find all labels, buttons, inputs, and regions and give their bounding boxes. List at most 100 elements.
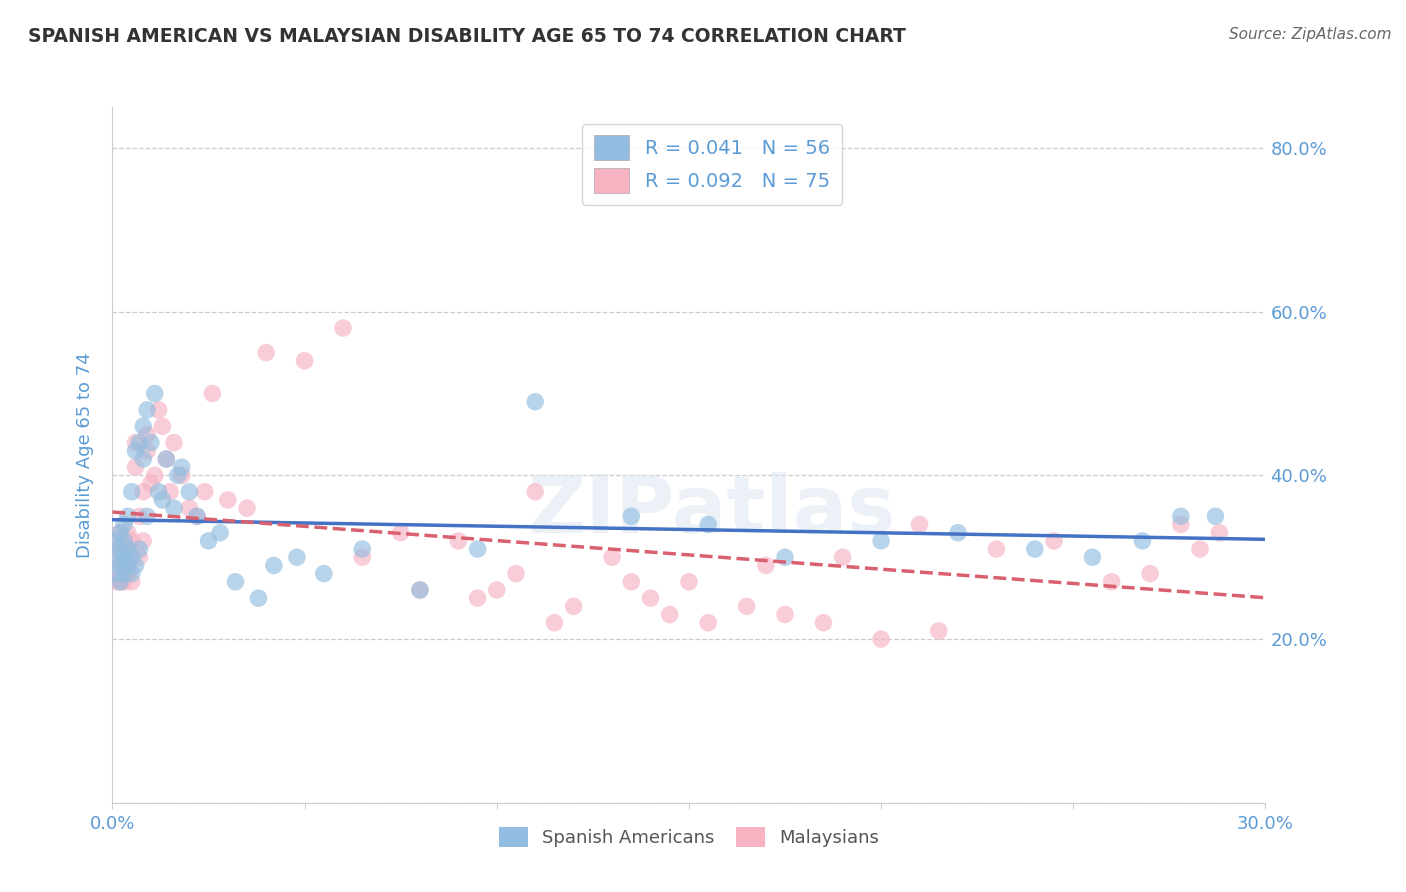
Point bbox=[112, 574, 135, 589]
Point bbox=[543, 615, 565, 630]
Text: SPANISH AMERICAN VS MALAYSIAN DISABILITY AGE 65 TO 74 CORRELATION CHART: SPANISH AMERICAN VS MALAYSIAN DISABILITY… bbox=[28, 27, 905, 45]
Point bbox=[217, 492, 239, 507]
Point bbox=[447, 533, 470, 548]
Point bbox=[105, 566, 128, 581]
Point bbox=[409, 582, 432, 597]
Point bbox=[505, 566, 527, 581]
Point bbox=[163, 501, 186, 516]
Point bbox=[136, 427, 159, 442]
Point bbox=[1043, 533, 1066, 548]
Point bbox=[332, 321, 354, 335]
Point bbox=[409, 582, 432, 597]
Point bbox=[108, 542, 131, 557]
Point bbox=[105, 566, 128, 581]
Text: Source: ZipAtlas.com: Source: ZipAtlas.com bbox=[1229, 27, 1392, 42]
Point bbox=[159, 484, 181, 499]
Point bbox=[139, 476, 162, 491]
Point bbox=[121, 550, 143, 565]
Point bbox=[112, 566, 135, 581]
Point bbox=[1208, 525, 1230, 540]
Point bbox=[467, 542, 489, 557]
Point bbox=[1170, 517, 1192, 532]
Point bbox=[112, 550, 135, 565]
Point bbox=[128, 542, 150, 557]
Point bbox=[194, 484, 217, 499]
Point bbox=[136, 443, 159, 458]
Point bbox=[108, 525, 131, 540]
Point bbox=[124, 558, 146, 573]
Point bbox=[236, 501, 259, 516]
Point bbox=[946, 525, 969, 540]
Point bbox=[136, 509, 159, 524]
Point bbox=[524, 394, 547, 409]
Point bbox=[908, 517, 931, 532]
Point bbox=[209, 525, 232, 540]
Text: ZIPatlas: ZIPatlas bbox=[527, 472, 896, 549]
Point bbox=[658, 607, 681, 622]
Point bbox=[773, 550, 796, 565]
Point bbox=[132, 484, 155, 499]
Point bbox=[1132, 533, 1154, 548]
Point bbox=[117, 558, 139, 573]
Point bbox=[224, 574, 246, 589]
Point bbox=[112, 533, 135, 548]
Point bbox=[163, 435, 186, 450]
Point bbox=[813, 615, 835, 630]
Point bbox=[121, 574, 143, 589]
Point bbox=[124, 460, 146, 475]
Point bbox=[352, 550, 374, 565]
Point bbox=[117, 509, 139, 524]
Point bbox=[117, 542, 139, 557]
Point bbox=[139, 435, 162, 450]
Point bbox=[136, 403, 159, 417]
Point bbox=[678, 574, 700, 589]
Point bbox=[121, 550, 143, 565]
Point bbox=[870, 533, 893, 548]
Point bbox=[117, 542, 139, 557]
Point bbox=[117, 566, 139, 581]
Point bbox=[755, 558, 778, 573]
Point bbox=[1101, 574, 1123, 589]
Point bbox=[697, 615, 720, 630]
Point bbox=[121, 484, 143, 499]
Point bbox=[352, 542, 374, 557]
Point bbox=[128, 435, 150, 450]
Point bbox=[640, 591, 662, 606]
Point bbox=[132, 533, 155, 548]
Point bbox=[112, 533, 135, 548]
Point bbox=[121, 566, 143, 581]
Point bbox=[1139, 566, 1161, 581]
Point bbox=[112, 517, 135, 532]
Point bbox=[1081, 550, 1104, 565]
Point bbox=[105, 550, 128, 565]
Point bbox=[254, 345, 277, 359]
Point bbox=[197, 533, 219, 548]
Point bbox=[152, 419, 174, 434]
Point bbox=[1024, 542, 1046, 557]
Point bbox=[294, 353, 316, 368]
Point bbox=[870, 632, 893, 646]
Point bbox=[108, 574, 131, 589]
Point bbox=[773, 607, 796, 622]
Point bbox=[155, 452, 177, 467]
Point bbox=[108, 542, 131, 557]
Point bbox=[105, 533, 128, 548]
Point bbox=[524, 484, 547, 499]
Y-axis label: Disability Age 65 to 74: Disability Age 65 to 74 bbox=[76, 352, 94, 558]
Point bbox=[620, 574, 643, 589]
Point bbox=[735, 599, 758, 614]
Point bbox=[928, 624, 950, 638]
Point bbox=[112, 566, 135, 581]
Point bbox=[285, 550, 308, 565]
Point bbox=[117, 558, 139, 573]
Point bbox=[143, 386, 166, 401]
Point bbox=[132, 452, 155, 467]
Point bbox=[105, 550, 128, 565]
Point bbox=[389, 525, 412, 540]
Point bbox=[128, 550, 150, 565]
Point bbox=[124, 443, 146, 458]
Point bbox=[155, 452, 177, 467]
Point bbox=[179, 501, 201, 516]
Point bbox=[263, 558, 285, 573]
Point bbox=[697, 517, 720, 532]
